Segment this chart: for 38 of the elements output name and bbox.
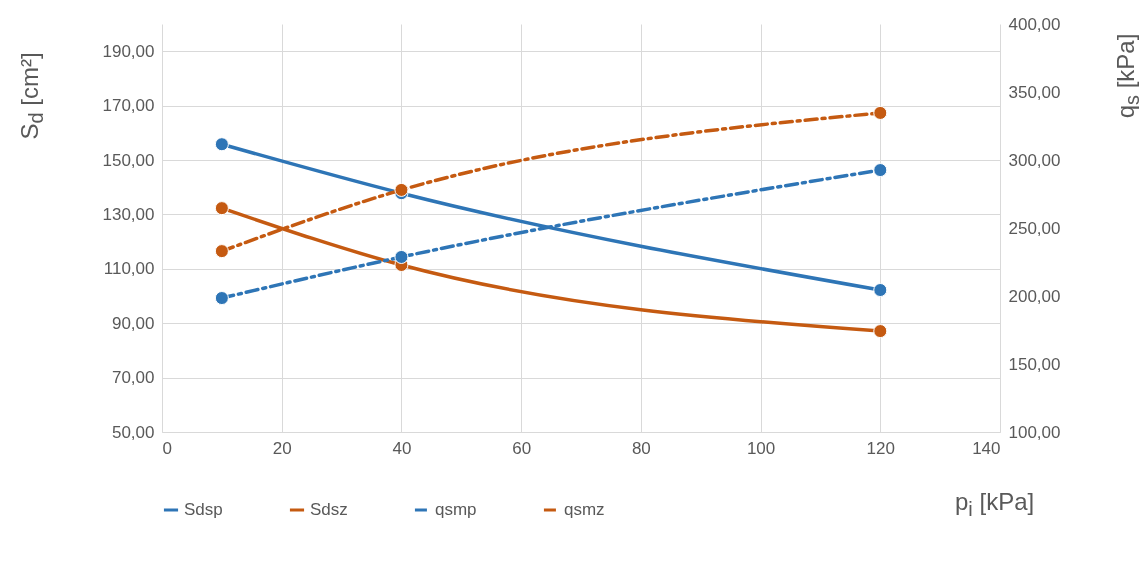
legend-label: Sdsp [184, 500, 223, 519]
y-tick-label: 170,00 [102, 96, 155, 116]
x-tick-label: 100 [746, 438, 776, 458]
y2-tick-label: 350,00 [1008, 82, 1061, 102]
point [873, 163, 888, 178]
x-tick-label: 20 [272, 438, 292, 458]
x-tick-label: 80 [631, 438, 651, 458]
point [394, 182, 409, 197]
point [214, 137, 229, 152]
y-tick-label: 70,00 [111, 368, 155, 388]
x-tick-label: 40 [392, 438, 412, 458]
x-axis-title: p$_{i}$ [kPa] [955, 488, 1035, 521]
point [214, 291, 229, 306]
x-tick-label: 140 [972, 438, 1001, 458]
legend-label: qsmp [435, 500, 477, 519]
point [394, 249, 409, 264]
point [873, 324, 888, 339]
y-tick-label: 190,00 [102, 41, 155, 61]
y-tick-label: 50,00 [111, 422, 155, 442]
point [873, 283, 888, 298]
x-tick-label: 0 [162, 438, 172, 458]
y2-tick-label: 250,00 [1008, 218, 1061, 238]
point [214, 201, 229, 216]
legend-label: qsmz [564, 500, 605, 519]
y2-tick-label: 200,00 [1008, 286, 1061, 306]
y-tick-label: 90,00 [111, 313, 155, 333]
y2-tick-label: 150,00 [1008, 354, 1061, 374]
y2-tick-label: 400,00 [1008, 14, 1061, 34]
y-tick-label: 130,00 [102, 204, 155, 224]
y2-tick-label: 300,00 [1008, 150, 1061, 170]
point [873, 105, 888, 120]
y-tick-label: 110,00 [103, 259, 155, 279]
x-tick-label: 60 [512, 438, 532, 458]
point [214, 244, 229, 259]
y2-tick-label: 100,00 [1008, 422, 1061, 442]
y-tick-label: 150,00 [102, 150, 155, 170]
x-tick-label: 120 [866, 438, 895, 458]
legend-label: Sdsz [310, 500, 348, 519]
